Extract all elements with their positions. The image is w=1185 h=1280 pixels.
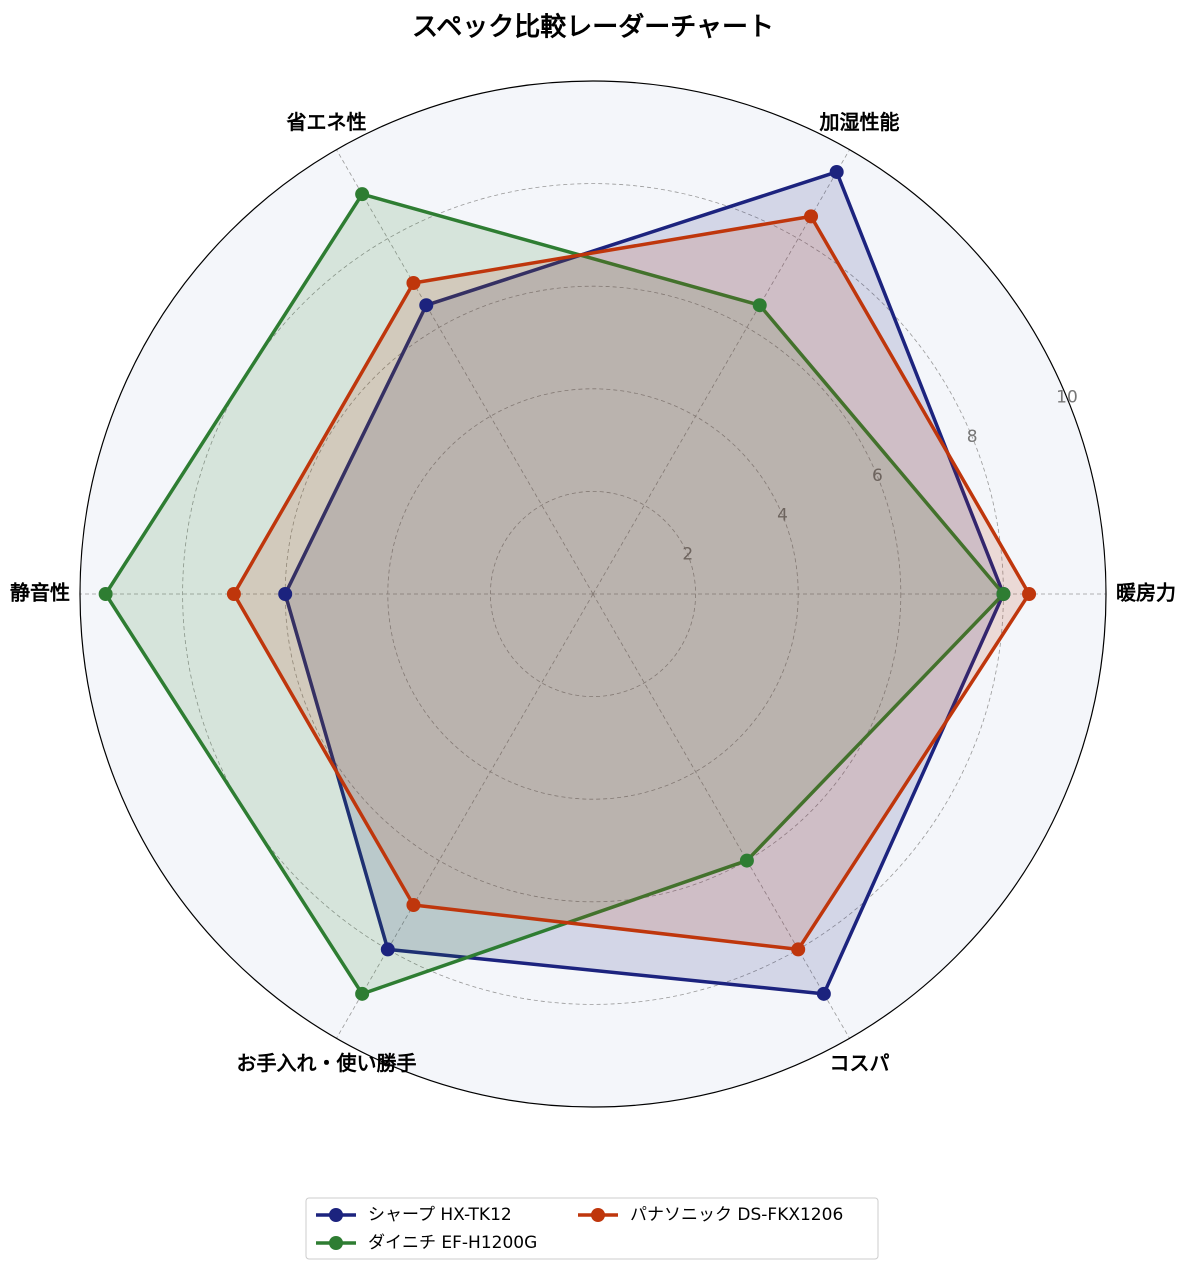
data-point (804, 209, 819, 224)
category-label: 暖房力 (1116, 581, 1176, 605)
legend-marker (591, 1208, 605, 1222)
legend-label: シャープ HX-TK12 (368, 1205, 512, 1225)
data-point (816, 986, 831, 1001)
grid-ring (489, 490, 696, 697)
radial-tick-label: 8 (967, 427, 978, 447)
category-label: 静音性 (10, 581, 70, 605)
data-point (380, 942, 395, 957)
category-label: 省エネ性 (286, 110, 367, 134)
radial-tick-label: 6 (872, 466, 883, 486)
plot-border (79, 80, 1107, 1108)
data-point (1022, 587, 1037, 601)
data-point (406, 276, 421, 291)
data-point (739, 853, 754, 868)
data-point (791, 942, 806, 957)
radial-tick-label: 10 (1056, 388, 1078, 408)
spoke (336, 593, 594, 1039)
legend-box (305, 1197, 879, 1260)
data-point (355, 986, 370, 1001)
spoke (592, 149, 850, 595)
legend-marker (329, 1236, 343, 1250)
spoke (592, 593, 850, 1039)
category-label: 加湿性能 (819, 110, 900, 134)
legend: シャープ HX-TK12 ダイニチ EF-H1200G パナソニック DS-FKX1… (305, 1197, 879, 1260)
data-point (752, 298, 767, 313)
category-label: お手入れ・使い勝手 (237, 1051, 417, 1075)
data-point (278, 587, 293, 601)
data-point (419, 298, 434, 313)
legend-marker (329, 1208, 343, 1222)
data-point (406, 897, 421, 912)
radial-tick-label: 4 (777, 505, 788, 525)
spoke (336, 149, 594, 595)
legend-label: ダイニチ EF-H1200G (368, 1233, 537, 1253)
data-point (996, 587, 1011, 601)
radial-tick-label: 2 (682, 545, 693, 565)
data-point (355, 187, 370, 202)
data-point (226, 587, 241, 601)
legend-label: パナソニック DS-FKX1206 (630, 1205, 843, 1225)
category-label: コスパ (830, 1051, 890, 1075)
data-point (829, 164, 844, 179)
data-point (98, 587, 113, 601)
chart-title: スペック比較レーダーチャート (412, 12, 774, 43)
